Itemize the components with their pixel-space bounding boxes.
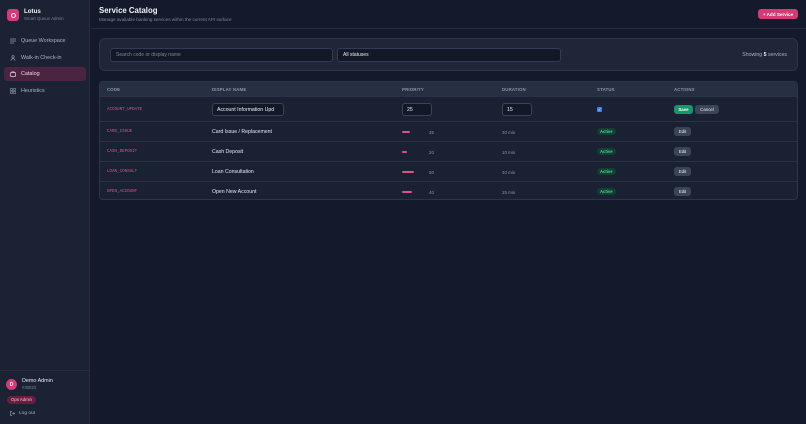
service-code: ACCOUNT_UPDATE	[107, 108, 143, 112]
priority-value: 35	[429, 130, 434, 135]
table-row-editing: ACCOUNT_UPDATE Account Information Upd 2…	[100, 96, 797, 121]
duration-value: 40 min	[502, 170, 516, 175]
status-badge: Active	[597, 188, 616, 195]
sidebar-item-label: Heuristics	[21, 88, 45, 95]
service-display-name: Cash Deposit	[212, 149, 244, 155]
role-badge: Ops Admin	[7, 396, 37, 404]
list-icon	[10, 38, 16, 44]
status-filter-value: All statuses	[343, 52, 369, 58]
brand: Lotus Smart Queue Admin	[7, 8, 64, 22]
logout-button[interactable]: Log out	[10, 411, 35, 416]
sidebar-item-label: Queue Workspace	[21, 38, 66, 44]
user-id: #30023	[22, 385, 36, 390]
app-subtitle: Smart Queue Admin	[24, 16, 64, 21]
grid-icon	[10, 88, 16, 94]
table-row: LOAN_CONSULT Loan Consultation 50 40 min…	[100, 161, 797, 181]
duration-value: 20 min	[502, 130, 516, 135]
edit-button[interactable]: Edit	[674, 187, 691, 196]
sidebar-item-walk-in-check-in[interactable]: Walk-in Check-in	[4, 51, 86, 65]
priority-value: 40	[429, 190, 434, 195]
cancel-button[interactable]: Cancel	[695, 105, 719, 114]
column-header-status: STATUS	[597, 87, 615, 92]
edit-button[interactable]: Edit	[674, 147, 691, 156]
avatar: D	[6, 379, 17, 390]
active-checkbox[interactable]: ✓	[597, 107, 602, 112]
page-header: Service Catalog Manage available banking…	[91, 0, 806, 29]
logout-label: Log out	[19, 411, 36, 416]
column-header-actions: ACTIONS	[674, 87, 695, 92]
table-row: CASH_DEPOSIT Cash Deposit 20 10 min Acti…	[100, 141, 797, 161]
duration-input[interactable]: 15	[502, 103, 532, 116]
filter-bar: All statuses Showing 5 services	[99, 38, 798, 71]
sidebar: Lotus Smart Queue Admin Queue Workspace …	[0, 0, 90, 424]
priority-input[interactable]: 25	[402, 103, 432, 116]
duration-value: 10 min	[502, 150, 516, 155]
service-code: LOAN_CONSULT	[107, 170, 138, 174]
page-subtitle: Manage available banking services within…	[99, 17, 232, 22]
service-code: CARD_ISSUE	[107, 130, 133, 134]
service-code: OPEN_ACCOUNT	[107, 190, 138, 194]
priority-bar-fill	[402, 171, 414, 173]
save-button[interactable]: Save	[674, 105, 693, 114]
sidebar-item-label: Catalog	[21, 71, 40, 78]
priority-bar-fill	[402, 131, 410, 133]
column-header-priority: PRIORITY	[402, 87, 424, 92]
service-code: CASH_DEPOSIT	[107, 150, 138, 154]
table-row: CARD_ISSUE Card Issue / Replacement 35 2…	[100, 121, 797, 141]
sidebar-item-queue-workspace[interactable]: Queue Workspace	[4, 34, 86, 48]
column-header-duration: DURATION	[502, 87, 526, 92]
page-title: Service Catalog	[99, 6, 158, 15]
status-badge: Active	[597, 168, 616, 175]
priority-value: 20	[429, 150, 434, 155]
table-row: OPEN_ACCOUNT Open New Account 40 25 min …	[100, 181, 797, 199]
sidebar-item-catalog[interactable]: Catalog	[4, 67, 86, 82]
results-count: Showing 5 services	[742, 52, 787, 58]
priority-bar-fill	[402, 191, 412, 193]
display-name-input[interactable]: Account Information Upd	[212, 103, 284, 116]
priority-bar	[402, 151, 423, 153]
service-display-name: Open New Account	[212, 189, 257, 195]
status-badge: Active	[597, 148, 616, 155]
sidebar-item-heuristics[interactable]: Heuristics	[4, 84, 86, 98]
status-filter-select[interactable]: All statuses	[337, 48, 561, 62]
person-icon	[10, 54, 16, 61]
sidebar-nav: Queue Workspace Walk-in Check-in Catalog…	[4, 34, 86, 101]
lotus-logo-icon	[7, 9, 19, 21]
edit-button[interactable]: Edit	[674, 167, 691, 176]
column-header-display-name: DISPLAY NAME	[212, 87, 247, 92]
service-display-name: Loan Consultation	[212, 169, 254, 175]
table-header: CODE DISPLAY NAME PRIORITY DURATION STAT…	[100, 82, 797, 96]
priority-bar	[402, 171, 423, 173]
sidebar-item-label: Walk-in Check-in	[21, 54, 62, 61]
app-name: Lotus	[24, 8, 41, 15]
edit-button[interactable]: Edit	[674, 127, 691, 136]
priority-bar	[402, 191, 423, 193]
service-table: CODE DISPLAY NAME PRIORITY DURATION STAT…	[99, 81, 798, 200]
priority-bar-fill	[402, 151, 407, 153]
duration-value: 25 min	[502, 190, 516, 195]
results-count-number: 5	[763, 52, 767, 58]
sidebar-footer: D Demo Admin #30023 Ops Admin Log out	[0, 370, 90, 424]
logout-icon	[10, 411, 15, 416]
service-display-name: Card Issue / Replacement	[212, 129, 272, 135]
priority-bar	[402, 131, 423, 133]
priority-value: 50	[429, 170, 434, 175]
column-header-code: CODE	[107, 87, 121, 92]
user-name: Demo Admin	[22, 378, 53, 384]
add-service-button[interactable]: + Add Service	[758, 9, 798, 19]
user-profile: D Demo Admin #30023	[6, 378, 53, 391]
status-badge: Active	[597, 128, 616, 135]
search-input[interactable]	[110, 48, 333, 62]
folder-icon	[10, 71, 16, 78]
